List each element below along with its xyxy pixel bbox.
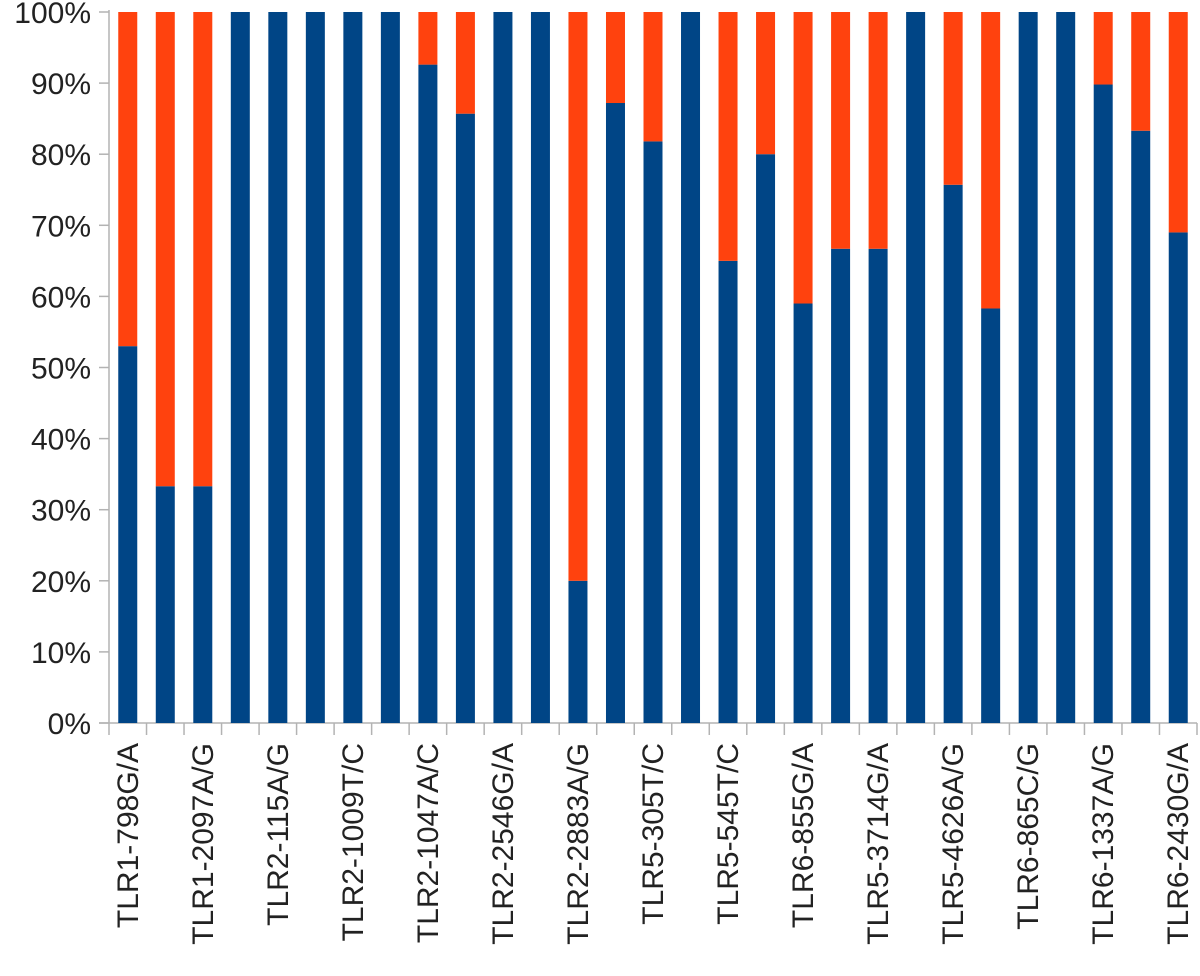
x-tick-label: TLR6-855G/A: [787, 743, 820, 928]
bar-series-1: [530, 12, 550, 723]
bar-series-2: [1093, 12, 1113, 85]
bar-series-1: [305, 12, 325, 723]
bar-series-2: [418, 12, 438, 65]
bar-series-1: [1131, 130, 1151, 723]
bar-series-1: [943, 184, 963, 723]
bar-series-2: [455, 12, 475, 114]
bar-series-1: [831, 248, 851, 723]
bar-series-2: [568, 12, 588, 581]
bar-series-1: [568, 580, 588, 723]
bar-series-2: [605, 12, 625, 104]
bar-series-2: [1131, 12, 1151, 131]
bar-series-1: [455, 113, 475, 724]
y-tick-label: 40%: [31, 424, 91, 457]
bar-series-1: [230, 12, 250, 723]
bar-series-1: [155, 486, 175, 723]
x-tick-label: TLR5-305T/C: [637, 743, 670, 925]
bar-series-2: [643, 12, 663, 142]
bar-series-1: [793, 303, 813, 723]
x-tick-label: TLR2-2883A/G: [562, 743, 595, 945]
bar-series-1: [1168, 232, 1188, 723]
x-tick-label: TLR6-2430G/A: [1162, 743, 1195, 945]
x-tick-label: TLR5-3714G/A: [862, 743, 895, 945]
y-tick-label: 30%: [31, 495, 91, 528]
x-tick-label: TLR6-1337A/G: [1087, 743, 1120, 945]
y-tick-label: 70%: [31, 210, 91, 243]
bar-series-1: [643, 141, 663, 724]
bar-series-2: [193, 12, 213, 487]
bar-series-1: [1056, 12, 1076, 723]
bar-series-1: [343, 12, 363, 723]
x-tick-label: TLR2-1009T/C: [337, 743, 370, 941]
bar-series-1: [605, 103, 625, 724]
bar-series-2: [1168, 12, 1188, 233]
x-tick-label: TLR2-115A/G: [262, 743, 295, 926]
bar-series-2: [118, 12, 138, 347]
bar-series-2: [155, 12, 175, 487]
bar-series-1: [118, 346, 138, 723]
bar-series-1: [1093, 84, 1113, 724]
bar-series-2: [756, 12, 776, 155]
bar-series-2: [868, 12, 888, 249]
bar-series-1: [268, 12, 288, 723]
bar-series-2: [831, 12, 851, 249]
bar-series-1: [193, 486, 213, 723]
y-tick-label: 50%: [31, 353, 91, 386]
bar-series-1: [868, 248, 888, 723]
x-tick-label: TLR1-2097A/G: [187, 743, 220, 945]
bar-series-1: [981, 308, 1001, 723]
y-tick-label: 10%: [31, 637, 91, 670]
bar-series-2: [943, 12, 963, 185]
x-tick-label: TLR5-4626A/G: [937, 743, 970, 945]
bar-series-1: [493, 12, 513, 723]
y-tick-label: 90%: [31, 68, 91, 101]
x-tick-label: TLR5-545T/C: [712, 743, 745, 925]
y-tick-label: 60%: [31, 281, 91, 314]
bar-series-1: [681, 12, 701, 723]
x-tick-label: TLR6-865C/G: [1012, 743, 1045, 930]
bar-series-1: [1018, 12, 1038, 723]
x-tick-label: TLR1-798G/A: [112, 743, 145, 928]
bar-series-1: [380, 12, 400, 723]
bar-series-1: [718, 260, 738, 723]
x-tick-label: TLR2-1047A/C: [412, 743, 445, 943]
bar-series-2: [793, 12, 813, 304]
y-tick-label: 20%: [31, 566, 91, 599]
bar-series-1: [906, 12, 926, 723]
x-tick-label: TLR2-2546G/A: [487, 743, 520, 945]
bar-series-1: [418, 64, 438, 723]
y-tick-label: 0%: [48, 708, 91, 741]
y-tick-label: 80%: [31, 139, 91, 172]
y-tick-label: 100%: [14, 0, 91, 30]
bar-series-2: [718, 12, 738, 261]
bar-series-2: [981, 12, 1001, 309]
bar-series-1: [756, 154, 776, 723]
